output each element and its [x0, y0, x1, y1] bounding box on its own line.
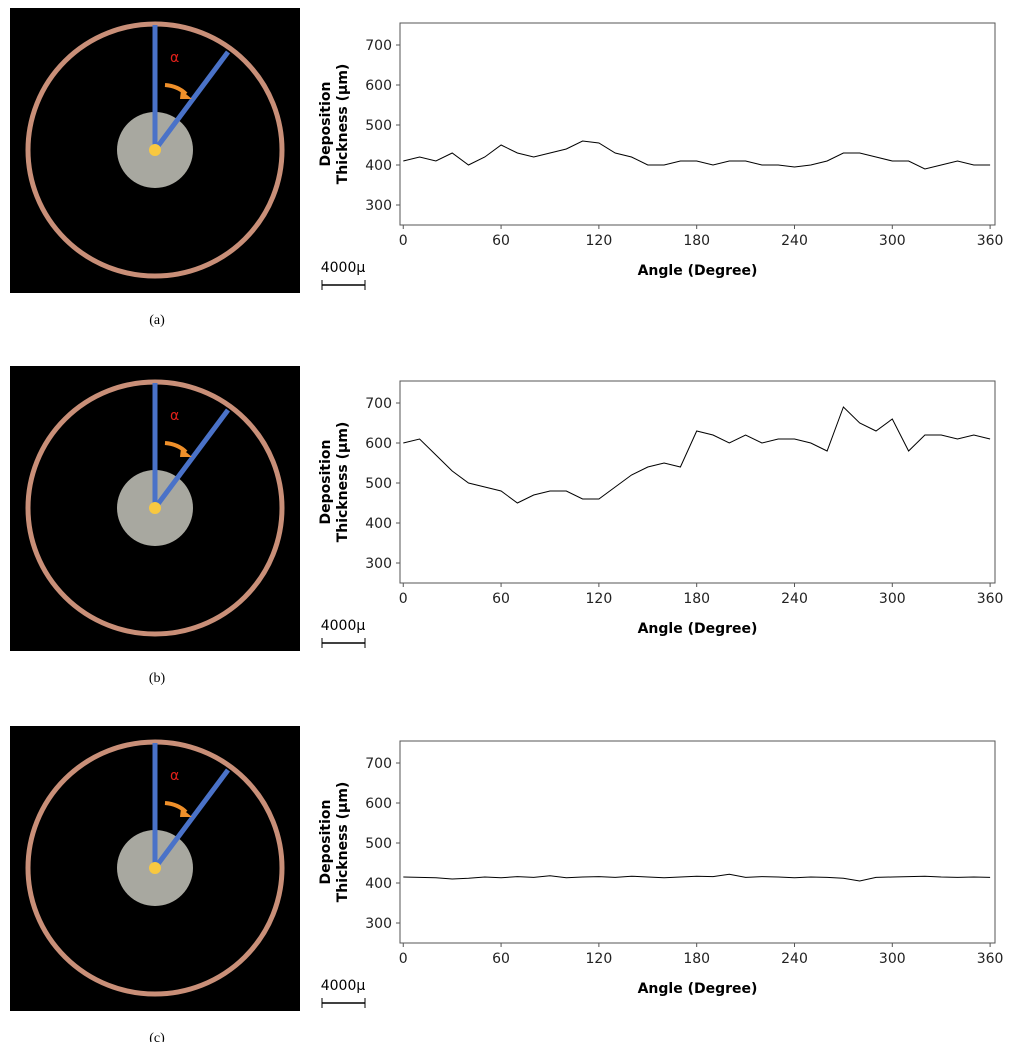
panel: α (c) 4000µ 300 400 500 600 700 0 60 120 180 240 300 3…	[0, 718, 1011, 1042]
center-dot	[149, 862, 161, 874]
y-tick-label: 700	[365, 396, 392, 412]
center-dot	[149, 502, 161, 514]
copper-ring	[25, 379, 285, 637]
y-tick-label: 300	[365, 916, 392, 932]
panel-graphic: α (b) 4000µ 300 400 500 600 700 0 60 120 180 240 300 3…	[10, 366, 1004, 686]
x-tick-label: 240	[781, 233, 808, 249]
x-tick-label: 0	[399, 951, 408, 967]
panel-graphic: α (c) 4000µ 300 400 500 600 700 0 60 120 180 240 300 3…	[10, 726, 1004, 1042]
y-tick-label: 400	[365, 876, 392, 892]
y-tick-label: 300	[365, 556, 392, 572]
y-tick-label: 700	[365, 756, 392, 772]
scale-label: 4000µ	[321, 260, 366, 276]
y-tick-label: 600	[365, 796, 392, 812]
arrow-head	[180, 448, 192, 457]
caption: (c)	[149, 1031, 165, 1042]
panel-graphic: α (a) 4000µ 300 400 500 600 700 0 60 120 180 240 300 3…	[10, 8, 1004, 328]
x-tick-label: 300	[879, 233, 906, 249]
center-dot	[149, 144, 161, 156]
panel: α (a) 4000µ 300 400 500 600 700 0 60 120 180 240 300 3…	[0, 0, 1011, 340]
y-tick-label: 500	[365, 476, 392, 492]
panel: α (b) 4000µ 300 400 500 600 700 0 60 120 180 240 300 3…	[0, 358, 1011, 698]
angle-line	[152, 768, 231, 870]
x-tick-label: 180	[683, 233, 710, 249]
data-line	[403, 140, 991, 170]
plot-frame	[399, 740, 996, 944]
x-tick-label: 300	[879, 951, 906, 967]
alpha-label: α	[170, 768, 179, 784]
x-tick-label: 240	[781, 591, 808, 607]
arrow-head	[180, 90, 192, 99]
y-tick-label: 400	[365, 516, 392, 532]
x-tick-label: 60	[492, 591, 510, 607]
caption: (b)	[149, 671, 166, 686]
scale-label: 4000µ	[321, 978, 366, 994]
y-tick-label: 600	[365, 78, 392, 94]
data-line	[403, 406, 991, 504]
alpha-label: α	[170, 408, 179, 424]
x-tick-label: 60	[492, 233, 510, 249]
x-tick-label: 360	[977, 951, 1004, 967]
y-axis-label: Deposition Thickness (µm)	[318, 421, 351, 543]
copper-ring	[25, 739, 285, 997]
x-tick-label: 360	[977, 233, 1004, 249]
plot-frame	[399, 22, 996, 226]
arrow-head	[180, 808, 192, 817]
caption: (a)	[149, 313, 165, 328]
angle-line	[152, 50, 231, 152]
x-tick-label: 180	[683, 591, 710, 607]
x-tick-label: 120	[586, 233, 613, 249]
copper-ring	[25, 21, 285, 279]
y-axis-label: Deposition Thickness (µm)	[318, 781, 351, 903]
arrow	[164, 801, 188, 814]
y-tick-label: 500	[365, 836, 392, 852]
x-tick-label: 300	[879, 591, 906, 607]
x-tick-label: 360	[977, 591, 1004, 607]
y-axis-label: Deposition Thickness (µm)	[318, 63, 351, 185]
x-axis-label: Angle (Degree)	[638, 621, 758, 637]
arrow	[164, 441, 188, 454]
y-tick-label: 500	[365, 118, 392, 134]
x-tick-label: 0	[399, 591, 408, 607]
y-tick-label: 300	[365, 198, 392, 214]
plot-frame	[399, 380, 996, 584]
scale-label: 4000µ	[321, 618, 366, 634]
x-tick-label: 180	[683, 951, 710, 967]
x-axis-label: Angle (Degree)	[638, 263, 758, 279]
y-tick-label: 600	[365, 436, 392, 452]
x-tick-label: 120	[586, 591, 613, 607]
x-tick-label: 120	[586, 951, 613, 967]
arrow	[164, 83, 188, 96]
x-tick-label: 240	[781, 951, 808, 967]
angle-line	[152, 408, 231, 510]
x-tick-label: 0	[399, 233, 408, 249]
x-axis-label: Angle (Degree)	[638, 981, 758, 997]
data-line	[403, 873, 991, 882]
x-tick-label: 60	[492, 951, 510, 967]
y-tick-label: 700	[365, 38, 392, 54]
alpha-label: α	[170, 50, 179, 66]
y-tick-label: 400	[365, 158, 392, 174]
